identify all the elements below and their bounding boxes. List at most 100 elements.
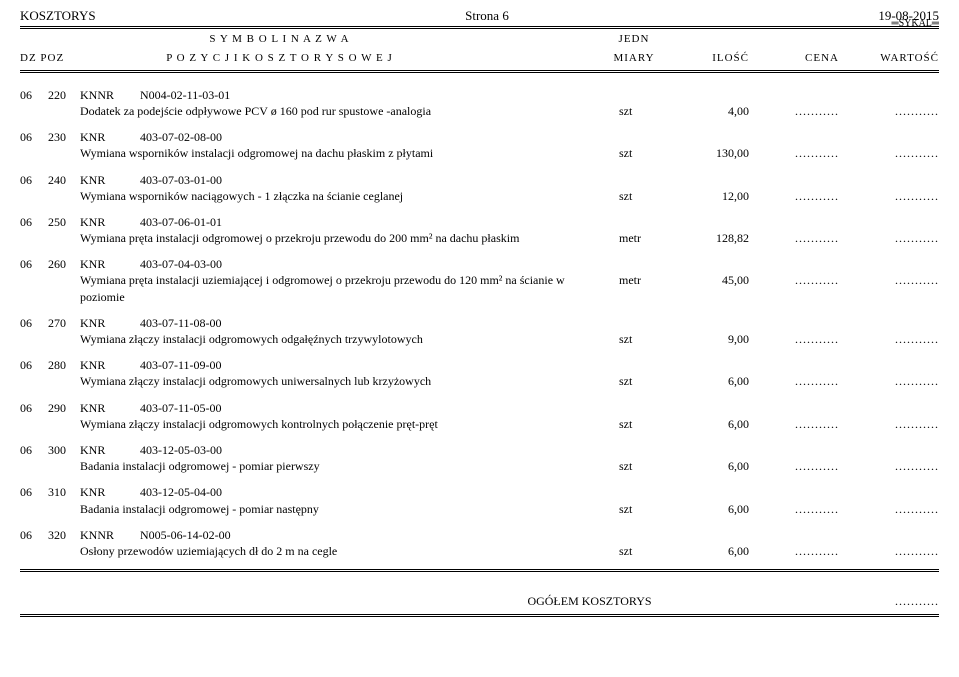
cell-code: KNR [80, 315, 140, 331]
cell-wart: ........... [839, 543, 939, 559]
cell-desc: Osłony przewodów uziemiających dł do 2 m… [80, 543, 619, 559]
data-rows-container: 06220KNNRN004-02-11-03-01Dodatek za pode… [20, 87, 939, 559]
table-row: 06280KNR403-07-11-09-00Wymiana złączy in… [20, 357, 939, 389]
cell-poz: 310 [48, 484, 80, 500]
cell-poz: 240 [48, 172, 80, 188]
cell-poz: 270 [48, 315, 80, 331]
cell-code: KNR [80, 400, 140, 416]
cell-code: KNR [80, 256, 140, 272]
cell-desc: Wymiana wsporników naciągowych - 1 złącz… [80, 188, 619, 204]
cell-qty: 4,00 [679, 103, 749, 119]
table-row: 06230KNR403-07-02-08-00Wymiana wspornikó… [20, 129, 939, 161]
divider-double-footer-bottom [20, 614, 939, 617]
cell-cena: ........... [749, 416, 839, 432]
cell-num: 403-07-06-01-01 [140, 214, 250, 230]
cell-wart: ........... [839, 373, 939, 389]
cell-wart: ........... [839, 103, 939, 119]
cell-poz: 300 [48, 442, 80, 458]
cell-unit: szt [619, 373, 679, 389]
header-title-center: Strona 6 [465, 8, 509, 24]
table-row: 06290KNR403-07-11-05-00Wymiana złączy in… [20, 400, 939, 432]
footer-label: OGÓŁEM KOSZTORYS [20, 594, 839, 609]
cell-unit: szt [619, 501, 679, 517]
cell-dz: 06 [20, 442, 48, 458]
cell-qty: 12,00 [679, 188, 749, 204]
table-row: 06320KNNRN005-06-14-02-00Osłony przewodó… [20, 527, 939, 559]
col-cena: CENA [749, 51, 839, 66]
cell-num: 403-07-04-03-00 [140, 256, 250, 272]
cell-num: 403-07-11-05-00 [140, 400, 250, 416]
col-miary: MIARY [599, 51, 669, 66]
cell-num: 403-07-02-08-00 [140, 129, 250, 145]
cell-cena: ........... [749, 458, 839, 474]
cell-desc: Wymiana wsporników instalacji odgromowej… [80, 145, 619, 161]
cell-poz: 280 [48, 357, 80, 373]
cell-code: KNR [80, 172, 140, 188]
cell-qty: 6,00 [679, 416, 749, 432]
cell-dz: 06 [20, 172, 48, 188]
table-row: 06310KNR403-12-05-04-00Badania instalacj… [20, 484, 939, 516]
cell-code: KNR [80, 357, 140, 373]
header-title-left: KOSZTORYS [20, 8, 96, 24]
table-row: 06240KNR403-07-03-01-00Wymiana wspornikó… [20, 172, 939, 204]
cell-cena: ........... [749, 272, 839, 288]
table-row: 06250KNR403-07-06-01-01Wymiana pręta ins… [20, 214, 939, 246]
col-symbol-line2: P O Z Y C J I K O S Z T O R Y S O W E J [80, 51, 599, 66]
cell-qty: 130,00 [679, 145, 749, 161]
cell-desc: Wymiana pręta instalacji odgromowej o pr… [80, 230, 619, 246]
cell-num: 403-07-11-09-00 [140, 357, 250, 373]
cell-dz: 06 [20, 400, 48, 416]
cell-wart: ........... [839, 272, 939, 288]
cell-dz: 06 [20, 315, 48, 331]
cell-cena: ........... [749, 543, 839, 559]
cell-cena: ........... [749, 145, 839, 161]
cell-cena: ........... [749, 230, 839, 246]
cell-dz: 06 [20, 214, 48, 230]
cell-num: 403-12-05-03-00 [140, 442, 250, 458]
cell-dz: 06 [20, 256, 48, 272]
cell-dz: 06 [20, 357, 48, 373]
cell-desc: Wymiana złączy instalacji odgromowych ko… [80, 416, 619, 432]
cell-cena: ........... [749, 501, 839, 517]
col-dzpoz: DZ POZ [20, 51, 80, 66]
cell-poz: 290 [48, 400, 80, 416]
cell-cena: ........... [749, 331, 839, 347]
cell-desc: Wymiana pręta instalacji uziemiającej i … [80, 272, 619, 304]
cell-num: 403-12-05-04-00 [140, 484, 250, 500]
cell-poz: 230 [48, 129, 80, 145]
cell-cena: ........... [749, 103, 839, 119]
cell-code: KNR [80, 442, 140, 458]
footer-value: ........... [839, 594, 939, 609]
cell-poz: 220 [48, 87, 80, 103]
cell-num: 403-07-03-01-00 [140, 172, 250, 188]
cell-qty: 45,00 [679, 272, 749, 288]
cell-code: KNR [80, 484, 140, 500]
cell-poz: 260 [48, 256, 80, 272]
cell-desc: Badania instalacji odgromowej - pomiar p… [80, 458, 619, 474]
column-headers-row2: DZ POZ P O Z Y C J I K O S Z T O R Y S O… [20, 49, 939, 68]
cell-dz: 06 [20, 87, 48, 103]
cell-code: KNNR [80, 87, 140, 103]
table-row: 06260KNR403-07-04-03-00Wymiana pręta ins… [20, 256, 939, 305]
divider-double-footer-top [20, 569, 939, 572]
cell-wart: ........... [839, 331, 939, 347]
cell-code: KNR [80, 129, 140, 145]
table-row: 06300KNR403-12-05-03-00Badania instalacj… [20, 442, 939, 474]
cell-unit: metr [619, 272, 679, 288]
cell-qty: 6,00 [679, 543, 749, 559]
cell-qty: 6,00 [679, 501, 749, 517]
cell-desc: Wymiana złączy instalacji odgromowych od… [80, 331, 619, 347]
table-row: 06270KNR403-07-11-08-00Wymiana złączy in… [20, 315, 939, 347]
cell-poz: 320 [48, 527, 80, 543]
cell-wart: ........... [839, 416, 939, 432]
footer: OGÓŁEM KOSZTORYS ........... [20, 590, 939, 613]
col-wartosc: WARTOŚĆ [839, 51, 939, 66]
cell-cena: ........... [749, 373, 839, 389]
cell-wart: ........... [839, 188, 939, 204]
cell-unit: metr [619, 230, 679, 246]
cell-qty: 6,00 [679, 458, 749, 474]
sykal-label: ═SYKAL═ [891, 18, 939, 29]
cell-unit: szt [619, 458, 679, 474]
cell-wart: ........... [839, 145, 939, 161]
cell-unit: szt [619, 416, 679, 432]
